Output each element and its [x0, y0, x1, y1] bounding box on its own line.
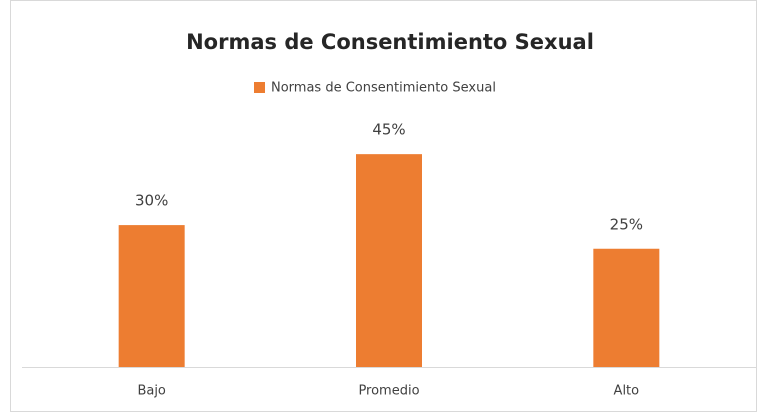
- data-label: 45%: [372, 121, 405, 139]
- data-label: 30%: [135, 192, 168, 210]
- chart-title: Normas de Consentimiento Sexual: [186, 30, 594, 54]
- x-tick-label: Bajo: [137, 384, 165, 399]
- data-label: 25%: [610, 215, 643, 233]
- bar: [593, 248, 660, 367]
- x-tick-label: Promedio: [358, 384, 419, 399]
- legend-swatch: [254, 82, 265, 93]
- bar: [356, 154, 422, 367]
- legend-label: Normas de Consentimiento Sexual: [271, 81, 496, 96]
- x-tick-label: Alto: [614, 384, 640, 399]
- bar: [118, 225, 185, 367]
